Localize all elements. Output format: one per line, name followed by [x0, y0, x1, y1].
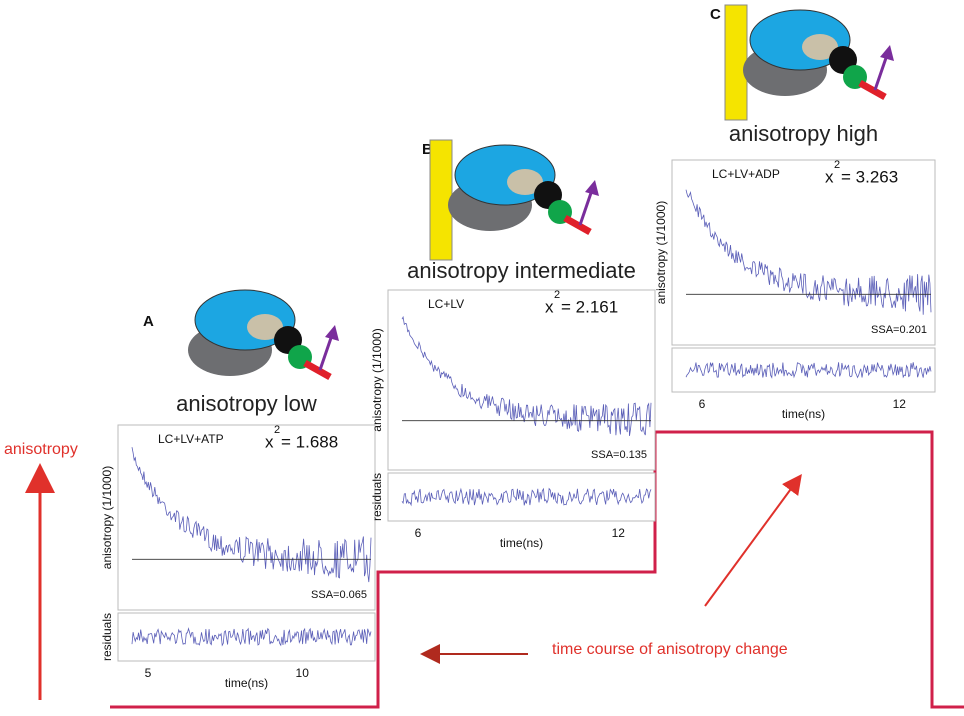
diag-arrow — [704, 473, 802, 607]
dipole-head — [325, 325, 339, 341]
nucleotide — [247, 314, 283, 340]
ssa: SSA=0.065 — [311, 589, 367, 601]
plot-frame — [117, 424, 376, 611]
nucleotide — [507, 169, 543, 195]
trace — [685, 189, 932, 315]
x-label: time(ns) — [500, 536, 543, 550]
panel-title: anisotropy intermediate — [407, 258, 636, 283]
x-tick-label: 6 — [415, 526, 422, 540]
panel-title: anisotropy high — [729, 121, 878, 146]
x-label: time(ns) — [225, 676, 268, 690]
bar — [563, 214, 592, 236]
molecule — [188, 289, 339, 381]
chi-symbol: x — [265, 432, 274, 451]
panel-label: B — [422, 141, 433, 158]
chi-value: = 1.688 — [281, 432, 338, 451]
residual-trace — [685, 361, 932, 379]
residuals-label: residuals — [370, 473, 384, 521]
x-tick-label: 10 — [296, 666, 310, 680]
residual-trace — [131, 627, 372, 647]
chi-exponent: 2 — [274, 424, 280, 436]
panel-title: anisotropy low — [176, 391, 317, 416]
wall — [724, 4, 748, 121]
nucleotide — [802, 34, 838, 60]
plot-frame — [387, 289, 656, 471]
y-label: anisotropy (1/1000) — [654, 201, 668, 304]
dipole — [318, 334, 334, 371]
y-label: anisotropy (1/1000) — [370, 328, 384, 431]
panel-label: C — [710, 6, 721, 23]
molecule — [724, 4, 894, 121]
chi-value: = 3.263 — [841, 167, 898, 186]
trace — [401, 315, 652, 436]
chi-exponent: 2 — [834, 159, 840, 171]
x-tick-label: 12 — [893, 397, 907, 411]
ssa: SSA=0.201 — [871, 324, 927, 336]
plot-frame — [671, 159, 936, 346]
residual-trace — [401, 487, 652, 507]
chi-symbol: x — [825, 167, 834, 186]
axis-label: anisotropy — [4, 441, 78, 458]
condition: LC+LV+ATP — [158, 432, 224, 446]
dipole-head — [585, 180, 599, 196]
dipole — [873, 54, 889, 91]
chi-symbol: x — [545, 297, 554, 316]
ssa: SSA=0.135 — [591, 449, 647, 461]
chi-exponent: 2 — [554, 289, 560, 301]
time-course-label: time course of anisotropy change — [552, 641, 788, 658]
panel-label: A — [143, 313, 154, 330]
y-label: anisotropy (1/1000) — [100, 466, 114, 569]
x-tick-label: 6 — [699, 397, 706, 411]
x-label: time(ns) — [782, 407, 825, 421]
residuals-label: residuals — [100, 613, 114, 661]
x-tick-label: 5 — [145, 666, 152, 680]
wall — [429, 139, 453, 261]
x-tick-label: 12 — [612, 526, 626, 540]
bar — [303, 359, 332, 381]
chi-value: = 2.161 — [561, 297, 618, 316]
bar — [858, 79, 887, 101]
dipole-head — [880, 45, 894, 61]
condition: LC+LV+ADP — [712, 167, 780, 181]
condition: LC+LV — [428, 297, 464, 311]
molecule — [429, 139, 599, 261]
dipole — [578, 189, 594, 226]
residual-frame — [117, 612, 376, 662]
trace — [131, 447, 372, 583]
